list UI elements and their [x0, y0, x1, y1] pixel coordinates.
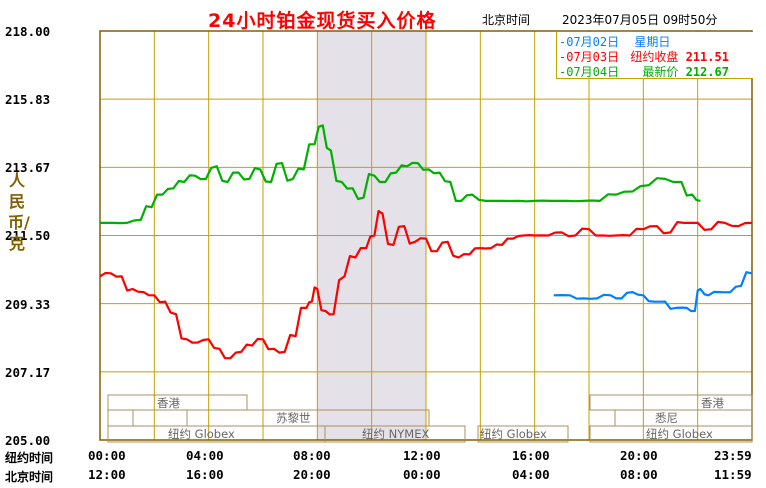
legend-date: -07月04日 [559, 65, 620, 79]
legend-item-0702: -07月02日 星期日 [559, 33, 670, 50]
y-tick-label: 207.17 [5, 365, 51, 380]
y-tick-label: 215.83 [5, 92, 51, 107]
market-label: 香港 [701, 396, 724, 410]
bj-tick-label: 08:00 [620, 467, 658, 482]
market-label: 悉尼 [655, 411, 678, 425]
legend: -07月02日 星期日 -07月03日 纽约收盘 211.51 -07月04日 … [556, 32, 753, 79]
legend-value: 211.51 [685, 50, 729, 64]
series-line-07月04日 [99, 124, 701, 225]
market-session-box [589, 425, 753, 443]
market-label: 香港 [157, 396, 180, 410]
bj-tick-label: 00:00 [403, 467, 441, 482]
legend-item-0703: -07月03日 纽约收盘 211.51 [559, 48, 729, 65]
chart-title: 24小时铂金现货买入价格 [208, 10, 437, 32]
bj-tick-label: 11:59 [714, 467, 752, 482]
market-session-box [107, 394, 248, 411]
bj-tick-label: 16:00 [186, 467, 224, 482]
timestamp: 2023年07月05日 09时50分 [562, 13, 718, 27]
bj-tick-label: 12:00 [88, 467, 126, 482]
ny-tick-label: 12:00 [403, 448, 441, 463]
market-label: 纽约 Globex [168, 427, 235, 441]
legend-value: 212.67 [685, 65, 729, 79]
y-tick-label: 205.00 [5, 433, 51, 448]
bj-tick-label: 04:00 [512, 467, 550, 482]
plot-border [99, 30, 753, 441]
y-tick-label: 211.50 [5, 228, 51, 243]
market-session-box [477, 425, 569, 443]
y-tick-label: 213.67 [5, 160, 51, 175]
legend-item-0704: -07月04日 最新价 212.67 [559, 63, 729, 80]
legend-label: 星期日 [634, 35, 671, 49]
ny-tick-label: 20:00 [620, 448, 658, 463]
y-tick-label: 218.00 [5, 24, 51, 39]
legend-label: 纽约收盘 [630, 50, 679, 64]
market-session-box [589, 394, 753, 411]
market-label: 纽约 Globex [646, 427, 713, 441]
ny-tick-label: 08:00 [293, 448, 331, 463]
legend-label: 最新价 [642, 65, 679, 79]
bj-tick-label: 20:00 [293, 467, 331, 482]
ny-time-row-label: 纽约时间 [5, 451, 54, 465]
ny-tick-label: 00:00 [88, 448, 126, 463]
legend-date: -07月02日 [559, 35, 620, 49]
market-session-box [324, 425, 466, 443]
bj-time-row-label: 北京时间 [5, 470, 54, 484]
market-label: 纽约 Globex [480, 427, 547, 441]
market-label: 苏黎世 [276, 411, 311, 425]
ny-tick-label: 04:00 [186, 448, 224, 463]
legend-date: -07月03日 [559, 50, 620, 64]
y-tick-label: 209.33 [5, 297, 51, 312]
series-line-07月02日 [553, 271, 752, 313]
market-label: 纽约 NYMEX [362, 427, 430, 441]
ny-tick-label: 23:59 [714, 448, 752, 463]
unit-label: 人民币/克 [8, 171, 30, 253]
series-line-07月03日 [99, 210, 752, 360]
ny-tick-label: 16:00 [512, 448, 550, 463]
location-label: 北京时间 [482, 13, 531, 27]
